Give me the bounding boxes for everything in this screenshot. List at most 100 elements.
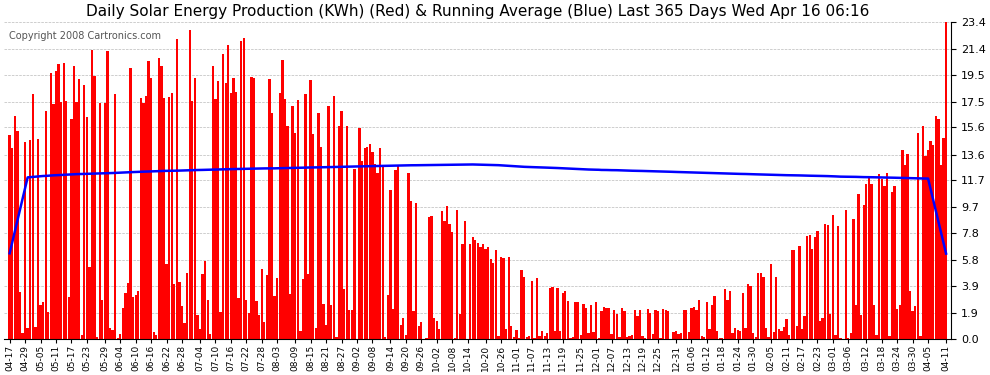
Bar: [559, 331, 561, 339]
Bar: [600, 311, 603, 339]
Bar: [217, 81, 219, 339]
Bar: [548, 288, 551, 339]
Bar: [240, 41, 243, 339]
Bar: [168, 97, 170, 339]
Bar: [857, 194, 859, 339]
Bar: [405, 335, 407, 339]
Bar: [54, 71, 57, 339]
Bar: [260, 269, 263, 339]
Bar: [847, 338, 849, 339]
Bar: [420, 321, 423, 339]
Bar: [315, 328, 317, 339]
Bar: [235, 92, 238, 339]
Bar: [516, 330, 518, 339]
Bar: [906, 154, 909, 339]
Bar: [291, 106, 294, 339]
Bar: [523, 277, 526, 339]
Bar: [320, 147, 322, 339]
Bar: [138, 291, 140, 339]
Bar: [19, 292, 21, 339]
Bar: [384, 337, 386, 339]
Bar: [865, 184, 867, 339]
Bar: [32, 94, 34, 339]
Bar: [394, 170, 397, 339]
Bar: [353, 169, 355, 339]
Bar: [492, 262, 494, 339]
Bar: [407, 173, 410, 339]
Bar: [119, 334, 122, 339]
Bar: [86, 117, 88, 339]
Bar: [919, 336, 922, 339]
Bar: [672, 332, 674, 339]
Bar: [451, 232, 453, 339]
Bar: [574, 302, 577, 339]
Bar: [343, 288, 346, 339]
Bar: [711, 305, 713, 339]
Bar: [917, 134, 919, 339]
Bar: [310, 80, 312, 339]
Bar: [312, 134, 315, 339]
Bar: [281, 60, 283, 339]
Bar: [96, 337, 98, 339]
Bar: [930, 141, 932, 339]
Bar: [757, 273, 759, 339]
Bar: [608, 308, 610, 339]
Bar: [624, 311, 626, 339]
Bar: [852, 219, 854, 339]
Bar: [363, 148, 366, 339]
Bar: [143, 104, 145, 339]
Bar: [621, 308, 623, 339]
Bar: [37, 138, 39, 339]
Bar: [471, 237, 474, 339]
Bar: [827, 225, 829, 339]
Bar: [155, 335, 157, 339]
Bar: [508, 257, 510, 339]
Bar: [29, 140, 32, 339]
Bar: [605, 309, 608, 339]
Bar: [875, 335, 878, 339]
Bar: [170, 93, 173, 339]
Bar: [165, 264, 167, 339]
Bar: [721, 338, 724, 339]
Bar: [135, 296, 137, 339]
Bar: [566, 301, 569, 339]
Bar: [569, 338, 571, 339]
Bar: [788, 335, 790, 339]
Bar: [22, 333, 24, 339]
Bar: [644, 338, 646, 339]
Bar: [453, 338, 455, 339]
Bar: [503, 258, 505, 339]
Bar: [152, 332, 154, 339]
Bar: [358, 128, 360, 339]
Bar: [938, 119, 940, 339]
Bar: [577, 302, 579, 339]
Bar: [708, 329, 711, 339]
Bar: [415, 202, 417, 339]
Bar: [814, 237, 816, 339]
Bar: [888, 336, 891, 339]
Bar: [556, 288, 558, 339]
Bar: [932, 145, 935, 339]
Bar: [804, 315, 806, 339]
Bar: [662, 309, 664, 339]
Bar: [646, 309, 648, 339]
Bar: [122, 308, 124, 339]
Bar: [727, 300, 729, 339]
Bar: [564, 291, 566, 339]
Bar: [101, 300, 103, 339]
Bar: [222, 54, 225, 339]
Bar: [780, 332, 783, 339]
Bar: [830, 314, 832, 339]
Bar: [817, 231, 819, 339]
Bar: [835, 335, 837, 339]
Bar: [27, 328, 29, 339]
Bar: [199, 329, 201, 339]
Bar: [896, 309, 898, 339]
Bar: [479, 246, 481, 339]
Bar: [250, 77, 252, 339]
Bar: [693, 308, 695, 339]
Bar: [73, 66, 75, 339]
Bar: [716, 331, 719, 339]
Bar: [284, 99, 286, 339]
Bar: [444, 221, 446, 339]
